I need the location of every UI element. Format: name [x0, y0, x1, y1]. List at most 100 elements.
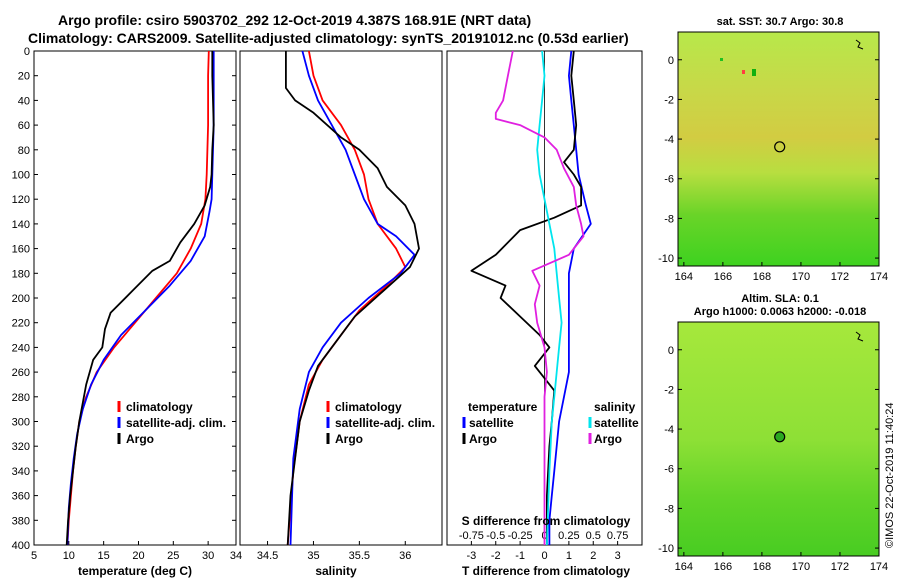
title-line-2: Climatology: CARS2009. Satellite-adjuste… — [28, 30, 629, 46]
depth-tick-label: 280 — [12, 392, 30, 404]
temperature-panel: 0 20 40 60 80 100 120 140 160 180 200 220 240 260 280 3… — [12, 46, 242, 578]
map-x-tick-label: 166 — [714, 561, 732, 573]
legend-temperature-title: temperature — [468, 400, 538, 414]
depth-tick-label: 180 — [12, 268, 30, 280]
map-x-tick-label: 170 — [792, 561, 810, 573]
legend-satellite: satellite-adj. clim. — [335, 416, 435, 430]
legend-t-argo: Argo — [469, 432, 497, 446]
x-tick-label: 10 — [63, 550, 75, 562]
salinity-legend: climatology satellite-adj. clim. Argo — [326, 400, 435, 446]
x-tick-label: -3 — [466, 550, 476, 562]
x-tick-label: 30 — [202, 550, 214, 562]
legend-climatology: climatology — [335, 400, 402, 414]
sst-map-ticks: 164 166 168 170 172 174 0 -2 -4 -6 -8 -10 — [658, 55, 888, 283]
argo-position-marker — [774, 141, 786, 153]
sla-map-panel: Altim. SLA: 0.1 Argo h1000: 0.0063 h2000… — [658, 293, 888, 573]
s-x-tick-label: -0.5 — [486, 530, 505, 542]
difference-series — [470, 50, 592, 546]
sst-patch — [720, 58, 723, 61]
depth-tick-label: 120 — [12, 194, 30, 206]
sst-field — [677, 31, 880, 267]
difference-xlabel: T difference from climatology — [462, 564, 630, 578]
x-tick-label: 36 — [399, 550, 411, 562]
map-y-tick-label: -8 — [664, 503, 674, 515]
map-x-tick-label: 170 — [792, 271, 810, 283]
depth-tick-label: 260 — [12, 367, 30, 379]
sst-patch — [752, 69, 756, 76]
depth-tick-label: 20 — [18, 71, 30, 83]
map-x-tick-label: 168 — [753, 561, 771, 573]
x-tick-label: -2 — [491, 550, 501, 562]
map-y-tick-label: -4 — [664, 424, 674, 436]
map-y-tick-label: -4 — [664, 134, 674, 146]
argo-position-marker — [774, 431, 786, 443]
legend-s-argo: Argo — [594, 432, 622, 446]
map-x-tick-label: 172 — [831, 271, 849, 283]
x-tick-label: 0 — [541, 550, 547, 562]
sla-map-ticks: 164 166 168 170 172 174 0 -2 -4 -6 -8 -10 — [658, 345, 888, 573]
difference-s-xlabel: S difference from climatology — [462, 514, 631, 528]
temperature-xlabel: temperature (deg C) — [78, 564, 192, 578]
depth-tick-label: 40 — [18, 95, 30, 107]
x-tick-label: 1 — [566, 550, 572, 562]
salinity-difference-legend: salinity satellite Argo — [588, 400, 639, 446]
salinity-series — [284, 50, 420, 546]
depth-tick-label: 360 — [12, 491, 30, 503]
map-y-tick-label: -10 — [658, 253, 674, 265]
depth-tick-label: 140 — [12, 219, 30, 231]
map-x-tick-label: 174 — [870, 271, 888, 283]
depth-tick-label: 240 — [12, 342, 30, 354]
x-tick-label: 20 — [132, 550, 144, 562]
sst-map-panel: sat. SST: 30.7 Argo: 30.8 164 166 168 170 17… — [658, 16, 888, 283]
series-line — [65, 51, 215, 546]
x-tick-label: 25 — [167, 550, 179, 562]
map-x-tick-label: 166 — [714, 271, 732, 283]
map-x-tick-label: 174 — [870, 561, 888, 573]
temperature-axes — [33, 50, 237, 546]
legend-argo: Argo — [126, 432, 154, 446]
coastline — [855, 39, 864, 50]
temperature-difference-legend: temperature satellite Argo — [462, 400, 538, 446]
map-y-tick-label: -10 — [658, 543, 674, 555]
sla-map-subtitle: Argo h1000: 0.0063 h2000: -0.018 — [694, 306, 866, 318]
depth-tick-label: 320 — [12, 441, 30, 453]
map-x-tick-label: 164 — [675, 271, 693, 283]
depth-tick-label: 220 — [12, 318, 30, 330]
series-line — [289, 50, 416, 546]
legend-climatology: climatology — [126, 400, 193, 414]
map-y-tick-label: -2 — [664, 384, 674, 396]
sla-map-title: Altim. SLA: 0.1 — [741, 293, 819, 305]
salinity-axes — [239, 50, 443, 546]
series-line — [494, 50, 585, 545]
map-y-tick-label: -8 — [664, 213, 674, 225]
depth-tick-label: 380 — [12, 515, 30, 527]
x-tick-label: 34 — [230, 550, 242, 562]
title-line-1: Argo profile: csiro 5903702_292 12-Oct-2… — [58, 12, 531, 28]
depth-tick-label: 60 — [18, 120, 30, 132]
s-x-tick-label: 0.5 — [586, 530, 601, 542]
imos-credit: ©IMOS 22-Oct-2019 11:40:24 — [884, 403, 896, 548]
salinity-x-ticks: 34.5 35 35.5 36 — [257, 541, 411, 562]
coastline — [855, 331, 864, 342]
s-x-tick-label: -0.25 — [508, 530, 533, 542]
depth-tick-label: 200 — [12, 293, 30, 305]
map-x-tick-label: 164 — [675, 561, 693, 573]
map-y-tick-label: -2 — [664, 94, 674, 106]
depth-tick-label: 160 — [12, 244, 30, 256]
x-tick-label: 15 — [98, 550, 110, 562]
x-tick-label: 35 — [307, 550, 319, 562]
depth-tick-label: 80 — [18, 145, 30, 157]
legend-satellite: satellite-adj. clim. — [126, 416, 226, 430]
map-y-tick-label: 0 — [668, 55, 674, 67]
legend-t-satellite: satellite — [469, 416, 514, 430]
map-x-tick-label: 168 — [753, 271, 771, 283]
depth-tick-label: 400 — [12, 540, 30, 552]
salinity-xlabel: salinity — [315, 564, 357, 578]
depth-ticks: 0 20 40 60 80 100 120 140 160 180 200 220 240 260 280 3… — [12, 46, 236, 552]
legend-argo: Argo — [335, 432, 363, 446]
sst-map-title: sat. SST: 30.7 Argo: 30.8 — [717, 16, 844, 28]
series-line — [284, 51, 420, 546]
